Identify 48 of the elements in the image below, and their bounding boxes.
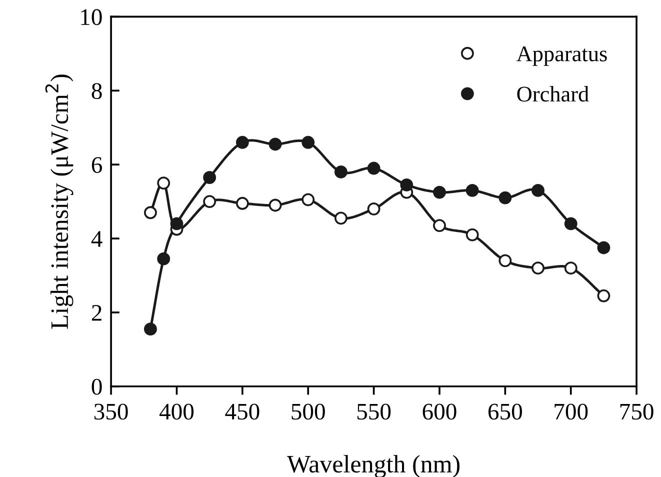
x-tick-label: 400 bbox=[159, 404, 194, 420]
point bbox=[400, 178, 414, 192]
point bbox=[268, 198, 282, 212]
x-tick-label: 350 bbox=[94, 404, 128, 420]
point bbox=[466, 184, 479, 197]
y-axis-title: Light intensity (μW/cm$^{2}$) bbox=[45, 74, 74, 329]
x-tick-label: 650 bbox=[488, 404, 522, 420]
point bbox=[367, 202, 380, 216]
point bbox=[144, 322, 157, 336]
point bbox=[236, 136, 249, 149]
point bbox=[597, 241, 610, 254]
point bbox=[367, 162, 380, 175]
point bbox=[433, 219, 446, 232]
point bbox=[597, 289, 610, 302]
x-tick-label: 500 bbox=[292, 404, 325, 420]
point bbox=[302, 193, 315, 206]
x-tick-label: 750 bbox=[620, 404, 654, 420]
point bbox=[203, 171, 216, 184]
x-tick-label: 450 bbox=[225, 404, 260, 420]
point bbox=[236, 196, 249, 210]
x-tick-label: 700 bbox=[554, 404, 588, 420]
y-tick-label: 6 bbox=[92, 157, 102, 173]
point bbox=[564, 262, 578, 275]
legend-label: Apparatus bbox=[516, 46, 607, 66]
point bbox=[532, 262, 544, 275]
point bbox=[302, 136, 315, 149]
point bbox=[268, 138, 282, 151]
y-tick-label: 10 bbox=[81, 9, 102, 26]
point bbox=[498, 191, 512, 204]
x-tick-label: 550 bbox=[357, 404, 391, 420]
point bbox=[564, 217, 578, 230]
point bbox=[433, 186, 446, 199]
point bbox=[334, 166, 348, 178]
point bbox=[498, 254, 512, 268]
point bbox=[170, 217, 184, 230]
point bbox=[157, 252, 170, 266]
point bbox=[532, 184, 544, 197]
y-tick-label: 2 bbox=[92, 304, 102, 321]
legend-label: Orchard bbox=[517, 86, 589, 102]
y-tick-label: 4 bbox=[91, 231, 102, 247]
point bbox=[157, 176, 170, 190]
y-tick-label: 0 bbox=[92, 378, 102, 395]
point bbox=[203, 195, 216, 208]
point bbox=[466, 228, 479, 242]
point bbox=[144, 206, 157, 220]
point bbox=[334, 212, 348, 225]
y-tick-label: 8 bbox=[92, 83, 102, 100]
x-tick-label: 600 bbox=[422, 404, 456, 420]
